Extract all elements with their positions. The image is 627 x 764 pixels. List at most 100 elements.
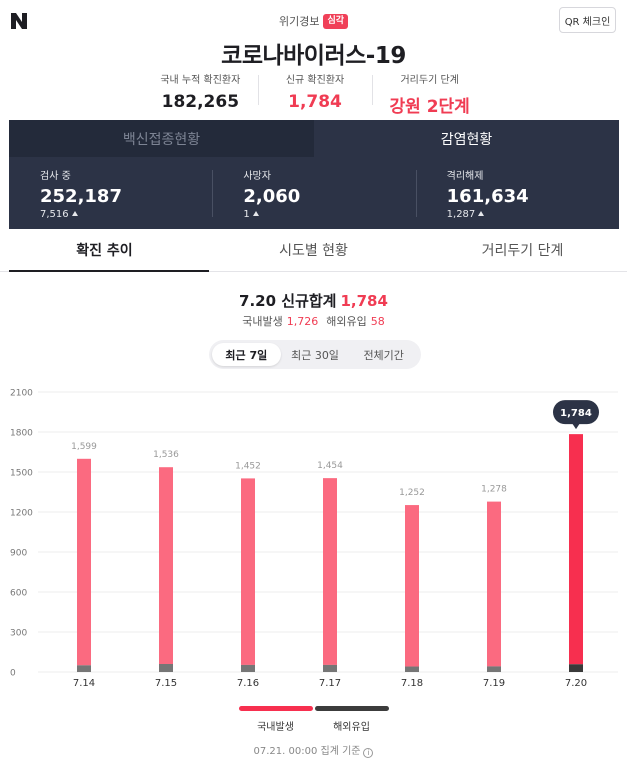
stat-deaths: 사망자 2,060 1 — [212, 157, 415, 229]
bar-domestic — [159, 467, 173, 664]
increase-arrow-icon — [478, 211, 485, 216]
tab-infection[interactable]: 감염현황 — [314, 120, 619, 157]
bar-value-label: 1,452 — [235, 461, 261, 471]
bar-value-label: 1,252 — [399, 488, 425, 498]
summary-breakdown: 국내발생 1,726 해외유입 58 — [0, 313, 627, 329]
y-tick-label: 1200 — [10, 509, 33, 519]
x-tick-label: 7.14 — [73, 678, 95, 689]
tooltip-value: 1,784 — [560, 408, 592, 419]
bar-overseas — [241, 664, 255, 672]
bar-overseas — [323, 664, 337, 672]
stat-value: 252,187 — [40, 186, 122, 207]
qr-checkin-label: QR 체크인 — [564, 16, 611, 28]
stat-value: 182,265 — [161, 92, 240, 112]
bar-value-label: 1,536 — [153, 450, 179, 460]
stat-label: 사망자 — [243, 171, 271, 182]
stat-label: 격리해제 — [446, 171, 484, 182]
legend-swatch — [314, 706, 389, 711]
bar-overseas — [159, 664, 173, 672]
domestic-label: 국내발생 — [242, 315, 283, 328]
legend-overseas: 해외유입 — [314, 706, 389, 733]
bar-value-label: 1,599 — [71, 442, 97, 452]
y-tick-label: 0 — [10, 669, 16, 679]
panel-stats: 검사 중 252,187 7,516 사망자 2,060 1 격리해제 161,… — [9, 157, 619, 229]
period-30days-button[interactable]: 최근 30일 — [291, 348, 339, 362]
stat-new: 신규 확진환자 1,784 — [257, 71, 373, 112]
legend-swatch — [238, 706, 313, 711]
period-7days-button[interactable]: 최근 7일 — [212, 343, 281, 366]
page-title: 코로나바이러스-19 — [221, 43, 406, 69]
y-tick-label: 2100 — [10, 389, 33, 399]
bar-domestic — [405, 505, 419, 667]
data-timestamp: 07.21. 00:00 집계 기준 i — [0, 742, 627, 758]
increase-arrow-icon — [71, 211, 78, 216]
bar-overseas — [487, 666, 501, 672]
y-tick-label: 1800 — [10, 429, 33, 439]
stat-cumulative: 국내 누적 확진환자 182,265 — [143, 71, 258, 112]
stat-value: 161,634 — [446, 186, 529, 207]
period-all-button[interactable]: 전체기간 — [363, 348, 404, 362]
bar-domestic — [77, 458, 91, 666]
daily-summary: 7.20 신규합계 1,784 — [0, 290, 627, 311]
bar-overseas — [77, 665, 91, 672]
tab-vaccination[interactable]: 백신접종현황 — [9, 120, 314, 157]
legend-label: 국내발생 — [257, 722, 294, 733]
bar-domestic — [323, 478, 337, 665]
stat-label: 신규 확진환자 — [285, 75, 345, 86]
tab-trend[interactable]: 확진 추이 — [0, 229, 209, 272]
chart-legend: 국내발생 해외유입 — [0, 706, 627, 733]
stat-distancing[interactable]: 거리두기 단계 강원 2단계 — [372, 71, 487, 117]
domestic-value: 1,726 — [286, 315, 319, 328]
tooltip-bubble — [553, 400, 599, 425]
summary-title: 7.20 신규합계 — [239, 292, 337, 310]
stat-delta: 1 — [243, 209, 415, 220]
tab-distancing[interactable]: 거리두기 단계 — [481, 243, 564, 259]
stat-delta: 7,516 — [40, 209, 212, 220]
infection-panel: 백신접종현황 감염현황 검사 중 252,187 7,516 사망자 2,060… — [9, 120, 619, 229]
y-tick-label: 900 — [10, 549, 27, 559]
stat-value: 강원 2단계 — [389, 97, 470, 117]
overseas-label: 해외유입 — [326, 315, 367, 328]
period-selector: 최근 7일 최근 30일 전체기간 — [209, 340, 421, 369]
qr-checkin-button[interactable]: QR 체크인 — [559, 7, 616, 33]
stat-label: 검사 중 — [40, 171, 71, 182]
stat-value: 1,784 — [288, 92, 342, 112]
tooltip-pointer — [572, 423, 580, 430]
x-tick-label: 7.20 — [565, 678, 587, 689]
bar-domestic — [569, 434, 583, 665]
y-tick-label: 600 — [10, 589, 27, 599]
x-tick-label: 7.16 — [237, 678, 259, 689]
x-tick-label: 7.17 — [319, 678, 341, 689]
overseas-value: 58 — [370, 315, 385, 328]
stat-label: 국내 누적 확진환자 — [160, 75, 241, 86]
bar-value-label: 1,454 — [317, 461, 343, 471]
stat-released: 격리해제 161,634 1,287 — [415, 157, 619, 229]
timestamp-text: 07.21. 00:00 집계 기준 — [253, 746, 361, 757]
bar-domestic — [487, 501, 501, 667]
x-tick-label: 7.18 — [401, 678, 423, 689]
summary-total: 1,784 — [340, 292, 388, 310]
legend-domestic: 국내발생 — [238, 706, 313, 733]
delta-value: 7,516 — [40, 209, 69, 220]
naver-logo[interactable] — [9, 11, 29, 31]
alert-label: 위기경보 — [278, 15, 320, 28]
legend-label: 해외유입 — [333, 722, 370, 733]
content-tabs: 확진 추이 시도별 현황 거리두기 단계 — [0, 229, 627, 272]
delta-value: 1 — [243, 209, 250, 220]
stat-label: 거리두기 단계 — [400, 75, 459, 86]
x-tick-label: 7.19 — [483, 678, 505, 689]
bar-domestic — [241, 478, 255, 665]
y-tick-label: 1500 — [10, 469, 33, 479]
stat-value: 2,060 — [243, 186, 301, 207]
tab-by-region[interactable]: 시도별 현황 — [279, 243, 348, 259]
increase-arrow-icon — [252, 211, 259, 216]
info-icon[interactable]: i — [363, 748, 374, 758]
alert-level: 위기경보 심각 — [0, 13, 627, 29]
bar-overseas — [569, 664, 583, 672]
alert-badge: 심각 — [323, 13, 349, 29]
panel-tabs: 백신접종현황 감염현황 — [9, 120, 619, 157]
stat-delta: 1,287 — [447, 209, 619, 220]
x-tick-label: 7.15 — [155, 678, 177, 689]
bar-overseas — [405, 666, 419, 672]
summary-stats: 국내 누적 확진환자 182,265 신규 확진환자 1,784 거리두기 단계… — [143, 71, 487, 117]
